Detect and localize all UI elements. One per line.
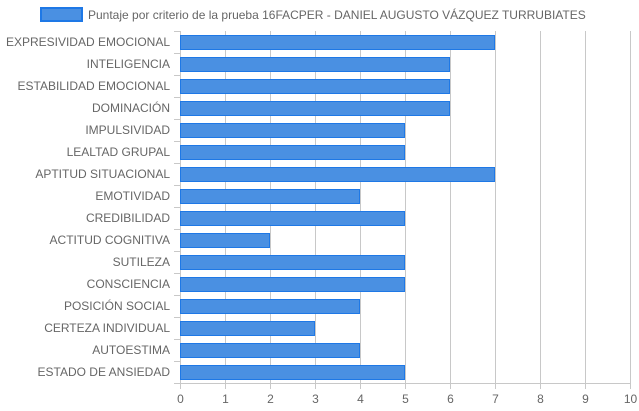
- y-tick-label: EMOTIVIDAD: [95, 189, 170, 203]
- x-tick-label: 6: [447, 392, 454, 406]
- bar[interactable]: [180, 101, 450, 116]
- x-tick-label: 2: [267, 392, 274, 406]
- x-tick-label: 7: [492, 392, 499, 406]
- bar[interactable]: [180, 321, 315, 336]
- bar[interactable]: [180, 189, 360, 204]
- y-tick-label: DOMINACIÓN: [92, 100, 170, 115]
- legend-swatch[interactable]: [40, 7, 83, 22]
- x-tick-label: 8: [537, 392, 544, 406]
- bar[interactable]: [180, 233, 270, 248]
- x-tick-label: 9: [582, 392, 589, 406]
- bar[interactable]: [180, 299, 360, 314]
- y-tick-label: ESTADO DE ANSIEDAD: [38, 365, 171, 379]
- bar[interactable]: [180, 343, 360, 358]
- y-tick-label: EXPRESIVIDAD EMOCIONAL: [6, 35, 170, 49]
- bar[interactable]: [180, 277, 405, 292]
- y-tick-label: SUTILEZA: [113, 255, 170, 269]
- y-tick-label: CERTEZA INDIVIDUAL: [44, 321, 170, 335]
- x-tick-label: 10: [624, 392, 638, 406]
- bar[interactable]: [180, 365, 405, 380]
- bar[interactable]: [180, 79, 450, 94]
- bar[interactable]: [180, 35, 495, 50]
- y-tick-label: CREDIBILIDAD: [86, 211, 170, 225]
- y-tick-label: ACTITUD COGNITIVA: [50, 233, 170, 247]
- bar[interactable]: [180, 167, 495, 182]
- x-tick-label: 0: [177, 392, 184, 406]
- bar[interactable]: [180, 57, 450, 72]
- y-tick-label: POSICIÓN SOCIAL: [64, 298, 170, 313]
- bar[interactable]: [180, 145, 405, 160]
- y-tick-label: AUTOESTIMA: [92, 343, 170, 357]
- y-tick-label: ESTABILIDAD EMOCIONAL: [18, 79, 171, 93]
- y-tick-label: IMPULSIVIDAD: [85, 123, 170, 137]
- y-tick-label: APTITUD SITUACIONAL: [35, 167, 170, 181]
- bar[interactable]: [180, 211, 405, 226]
- x-tick-label: 5: [402, 392, 409, 406]
- bar[interactable]: [180, 255, 405, 270]
- bar[interactable]: [180, 123, 405, 138]
- legend-label[interactable]: Puntaje por criterio de la prueba 16FACP…: [88, 7, 586, 22]
- x-tick-label: 1: [222, 392, 229, 406]
- x-tick-label: 3: [312, 392, 319, 406]
- y-tick-label: LEALTAD GRUPAL: [67, 145, 171, 159]
- y-tick-label: INTELIGENCIA: [87, 57, 170, 71]
- y-tick-label: CONSCIENCIA: [87, 277, 170, 291]
- x-tick-label: 4: [357, 392, 364, 406]
